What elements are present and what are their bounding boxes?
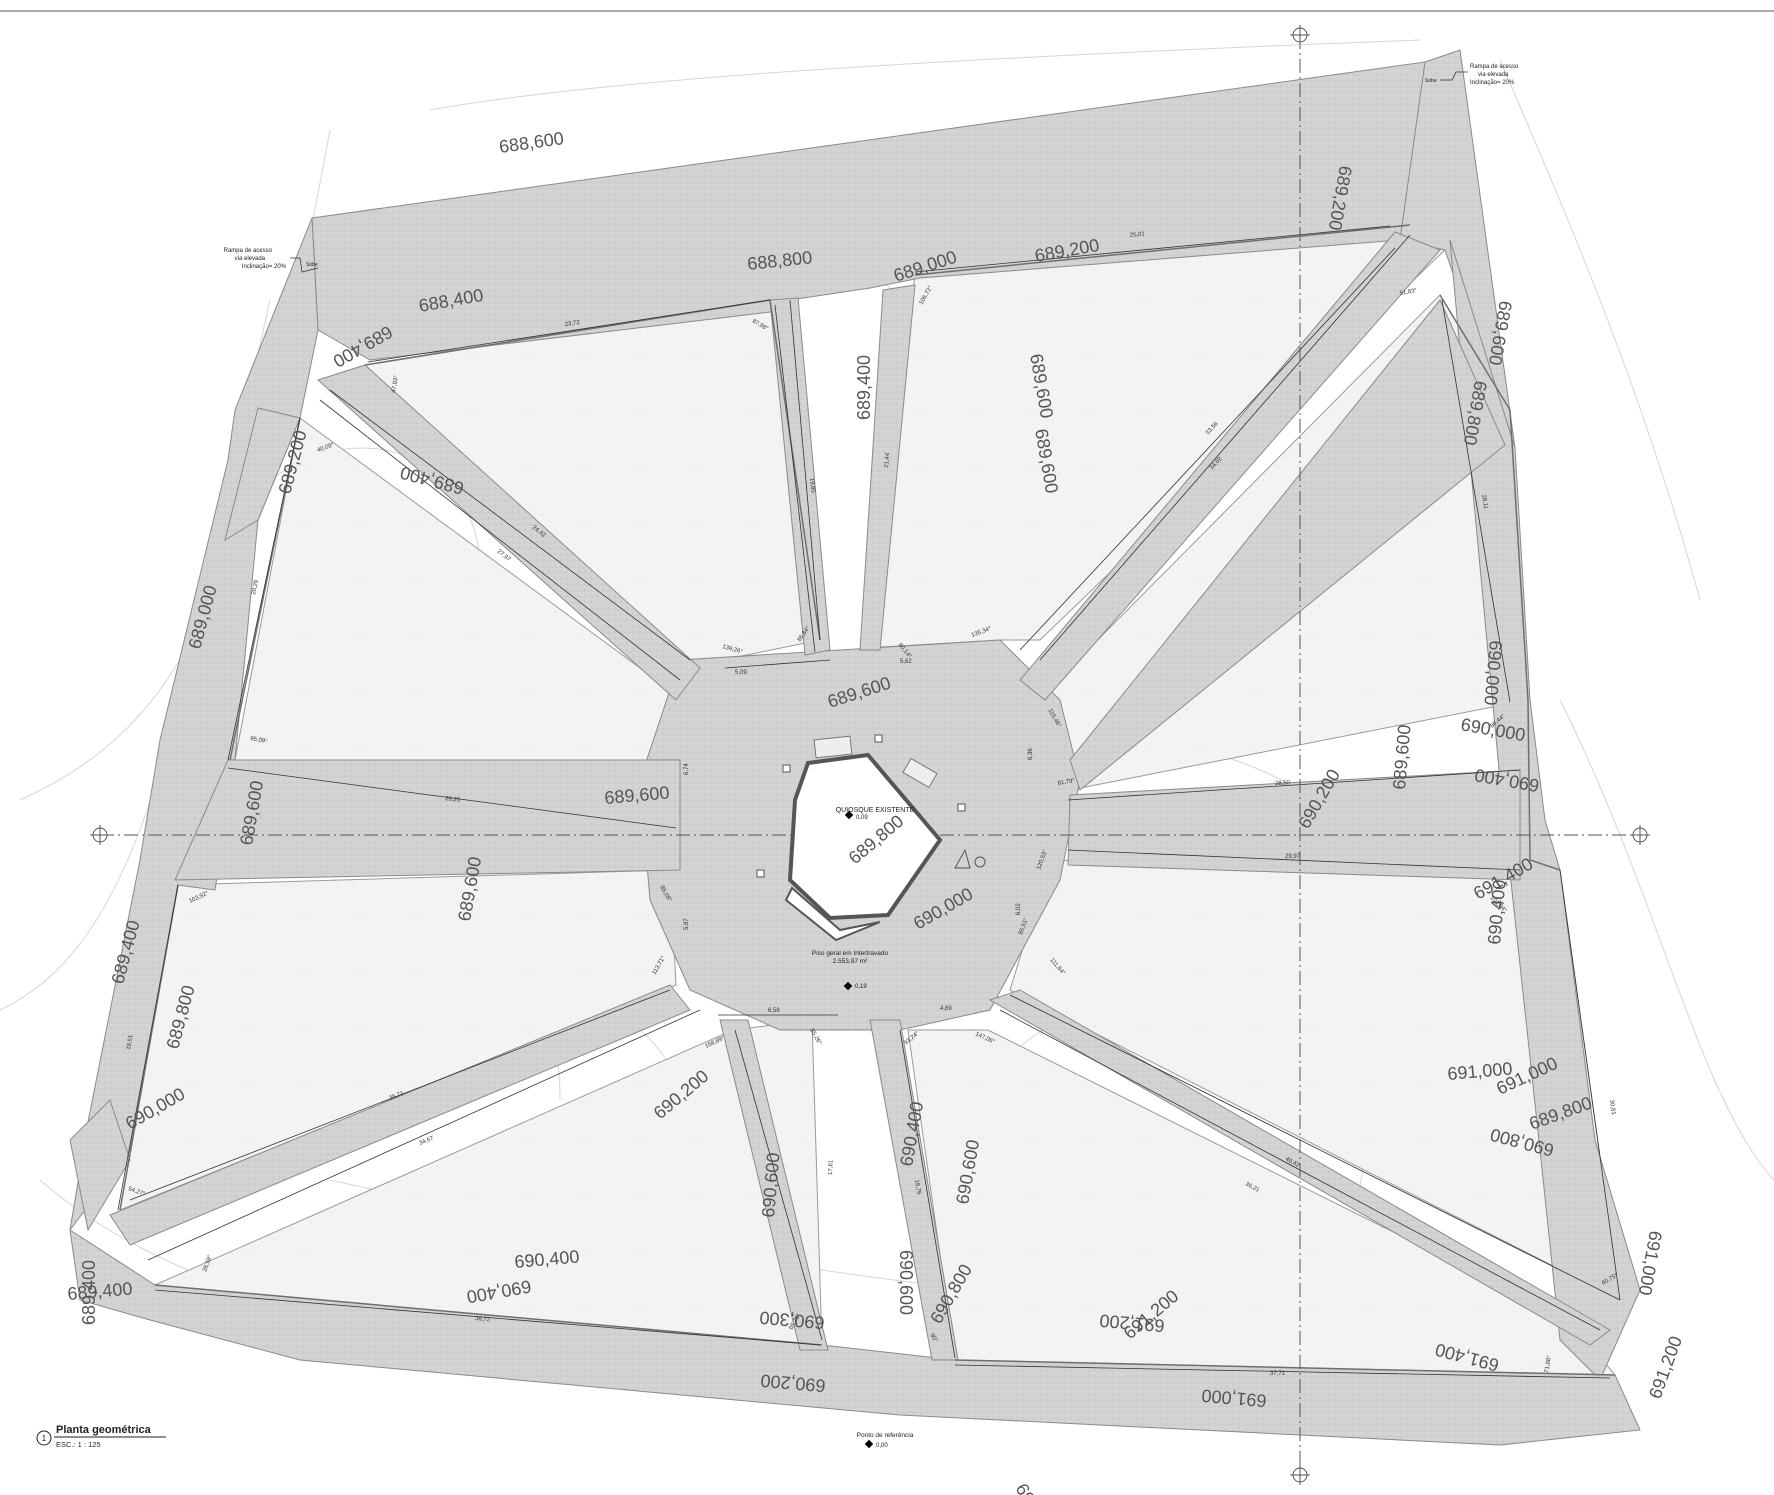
title-number: 1 [42, 1434, 47, 1443]
kiosk-outline [787, 752, 943, 921]
kiosk-level-marker: 0,09 [844, 810, 868, 821]
dimension-label: 34,67 [419, 1135, 436, 1146]
drain-icon [974, 856, 986, 868]
ramp-note-line: Rampa de acesso [224, 248, 273, 254]
dimension-label: 37,71 [1270, 1371, 1286, 1377]
ramp-tag: Sobe [1425, 78, 1437, 84]
title-number-circle [36, 1430, 52, 1446]
ramp-note-right: Rampa de acesso via elevada Inclinação= … [1425, 64, 1519, 86]
kiosk-level: 0,09 [856, 815, 868, 821]
reference-point-marker: 0,00 [864, 1439, 888, 1449]
kiosk-bench [902, 757, 938, 789]
dimension-label: 81,79° [1057, 778, 1076, 787]
dimension-label: 38,72 [475, 1316, 491, 1323]
contour-label: 690,600 [896, 1250, 916, 1315]
drawing-title-block: 1 Planta geométrica ESC.: 1 : 125 [36, 1424, 166, 1449]
contour-label: 689,400 [79, 1260, 99, 1325]
dimension-label: 139,26° [721, 644, 743, 655]
ramp-note-line: Rampa de acesso [1470, 64, 1519, 70]
dimension-label: 28,58° [202, 1254, 214, 1273]
dimension-label: 95,09° [250, 736, 269, 745]
dimension-label: 17,61 [828, 1159, 835, 1175]
contour-label: 689,400 [854, 355, 874, 420]
dimension-label: 20,29 [251, 579, 260, 596]
dimension-label: 21,44 [884, 452, 891, 468]
dimension-label: 35,71 [389, 1090, 406, 1101]
axis-marker-left [90, 825, 110, 845]
dimension-label: 16,76 [913, 1179, 922, 1195]
title-scale: ESC.: 1 : 125 [56, 1440, 101, 1449]
ramp-note-line: via elevada [1478, 72, 1509, 78]
dimension-label: 51,83° [1399, 288, 1418, 297]
ramp-note-line: Inclinação= 20% [1470, 80, 1515, 86]
kiosk [756, 734, 986, 942]
dimension-label: 19,51 [126, 1034, 135, 1050]
dimension-label: 40,09° [317, 442, 336, 454]
axis-marker-right [1630, 825, 1650, 845]
dimension-label: 6,36 [1028, 748, 1034, 760]
axis-markers [90, 25, 1650, 1485]
paving [69, 49, 1641, 1446]
dimension-label: 85,51° [1018, 917, 1030, 936]
kiosk-label: QUIOSQUE EXISTENTE [836, 807, 915, 814]
floor-level-marker: 0,19 [843, 981, 867, 991]
ramp-note-line: via elevada [235, 256, 266, 262]
post-marker [756, 869, 765, 878]
dimension-label: 25,01 [1130, 231, 1146, 239]
dimension-label: 71,88° [1544, 1355, 1553, 1374]
dimension-label: 6,74 [684, 763, 690, 775]
post-marker [782, 764, 791, 773]
post-marker [957, 803, 966, 812]
dimension-label: 54,27° [127, 1186, 146, 1198]
contour-label: 691,200 [1645, 1333, 1686, 1401]
dimension-label: 4,69 [940, 1006, 952, 1012]
dimension-label: 28,11 [1480, 494, 1489, 510]
dimension-label: 29,97 [1285, 854, 1301, 860]
dimension-label: 90° [928, 1333, 938, 1344]
axis-marker-bottom [1290, 1465, 1310, 1485]
contour-label: 691,000 [1635, 1229, 1666, 1297]
dimension-label: 28,25 [445, 796, 461, 804]
dimension-label: 28,50 [1275, 780, 1291, 787]
title-name: Planta geométrica [56, 1424, 152, 1436]
reference-point-level: 0,00 [876, 1443, 888, 1449]
floor-label: Piso geral em Intertravado [812, 950, 889, 957]
dimension-label: 47,93° [391, 375, 400, 394]
floor-area: 2.553,97 m² [833, 958, 869, 965]
dimension-label: 19,85 [808, 478, 816, 494]
dimension-lines [117, 225, 1621, 1379]
contour-label: 690,200 [1012, 1480, 1062, 1495]
dimension-label: 5,87 [684, 918, 690, 930]
dimension-label: 6,02 [1016, 903, 1022, 915]
ramp-note-left: Rampa de acesso via elevada Inclinação= … [224, 248, 319, 273]
floor-level: 0,19 [855, 984, 867, 990]
reference-point-label: Ponto de referência [857, 1432, 914, 1439]
kiosk-bench [813, 735, 853, 759]
ramp-note-line: Inclinação= 20% [242, 264, 287, 270]
ramp-tag: Sobe [306, 262, 318, 268]
dimension-label: 30,81 [1608, 1099, 1616, 1115]
dimension-label: 6,58 [768, 1008, 780, 1014]
dimension-label: 23,72 [564, 320, 580, 328]
axis-marker-top [1290, 25, 1310, 45]
post-marker [874, 734, 883, 743]
contour-label: 688,600 [498, 128, 565, 157]
dimension-label: 5,09 [735, 670, 747, 676]
notes: QUIOSQUE EXISTENTE 0,09 Piso geral em In… [224, 64, 1519, 1449]
north-arrow-icon [954, 848, 971, 869]
dimension-label: 5,62 [900, 659, 912, 665]
kiosk-steps [784, 886, 881, 942]
